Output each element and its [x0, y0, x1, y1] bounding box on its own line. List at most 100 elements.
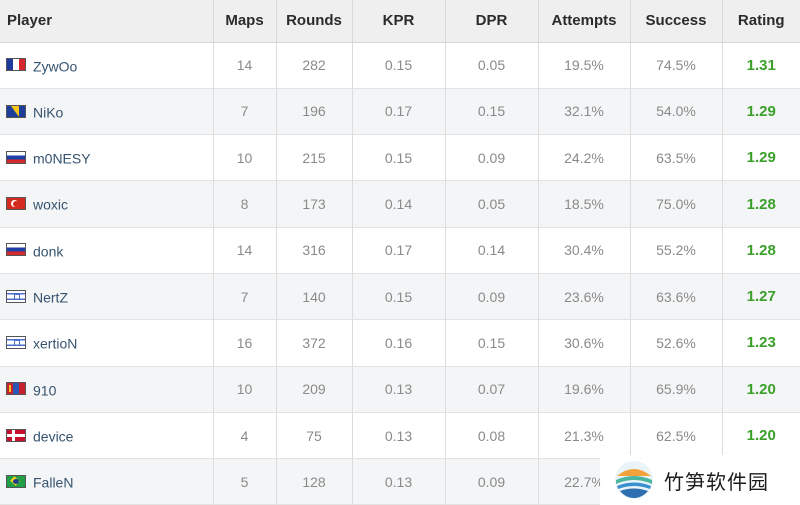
column-header-kpr[interactable]: KPR	[352, 0, 446, 43]
player-cell[interactable]: device	[0, 412, 214, 460]
player-name-link[interactable]: ZywOo	[33, 57, 78, 74]
rating-cell: 1.20	[722, 366, 800, 413]
attempts-cell: 18.5%	[538, 180, 631, 228]
rounds-cell: 196	[276, 88, 353, 136]
dpr-cell: 0.07	[445, 366, 539, 413]
player-cell[interactable]: NertZ	[0, 273, 214, 321]
flag-ru-icon	[6, 150, 26, 164]
table-row: device 4 75 0.13 0.08 21.3% 62.5% 1.20	[0, 412, 800, 460]
rating-cell: 1.31	[722, 42, 800, 89]
table-row: NertZ 7 140 0.15 0.09 23.6% 63.6% 1.27	[0, 273, 800, 321]
dpr-cell: 0.05	[445, 42, 539, 89]
player-name-link[interactable]: m0NESY	[33, 150, 91, 167]
maps-cell: 4	[213, 412, 277, 460]
kpr-cell: 0.13	[352, 412, 446, 460]
kpr-cell: 0.14	[352, 180, 446, 228]
flag-ru-icon	[6, 243, 26, 257]
success-cell: 55.2%	[630, 227, 723, 274]
attempts-cell: 30.6%	[538, 319, 631, 367]
player-cell[interactable]: ZywOo	[0, 42, 214, 89]
maps-cell: 7	[213, 88, 277, 136]
rounds-cell: 215	[276, 134, 353, 182]
column-header-success[interactable]: Success	[630, 0, 723, 43]
flag-tr-icon	[6, 197, 26, 211]
column-header-dpr[interactable]: DPR	[445, 0, 539, 43]
player-cell[interactable]: 910	[0, 366, 214, 413]
player-name-link[interactable]: FalleN	[33, 474, 74, 491]
rating-cell: 1.28	[722, 227, 800, 274]
table-row: ZywOo 14 282 0.15 0.05 19.5% 74.5% 1.31	[0, 42, 800, 89]
attempts-cell: 21.3%	[538, 412, 631, 460]
kpr-cell: 0.17	[352, 88, 446, 136]
success-cell: 65.9%	[630, 366, 723, 413]
table-row: donk 14 316 0.17 0.14 30.4% 55.2% 1.28	[0, 227, 800, 274]
kpr-cell: 0.16	[352, 319, 446, 367]
watermark-logo-icon	[615, 461, 653, 499]
player-name-link[interactable]: donk	[33, 242, 64, 259]
dpr-cell: 0.15	[445, 88, 539, 136]
rounds-cell: 140	[276, 273, 353, 321]
player-name-link[interactable]: xertioN	[33, 335, 78, 352]
maps-cell: 14	[213, 227, 277, 274]
attempts-cell: 19.6%	[538, 366, 631, 413]
rating-cell: 1.29	[722, 88, 800, 136]
table-row: woxic 8 173 0.14 0.05 18.5% 75.0% 1.28	[0, 180, 800, 228]
dpr-cell: 0.09	[445, 458, 539, 505]
rating-cell: 1.28	[722, 180, 800, 228]
kpr-cell: 0.17	[352, 227, 446, 274]
player-cell[interactable]: FalleN	[0, 458, 214, 505]
attempts-cell: 30.4%	[538, 227, 631, 274]
flag-il-icon	[6, 336, 26, 350]
attempts-cell: 32.1%	[538, 88, 631, 136]
maps-cell: 16	[213, 319, 277, 367]
rating-cell: 1.23	[722, 319, 800, 367]
flag-br-icon	[6, 474, 26, 488]
flag-il-icon	[6, 289, 26, 303]
kpr-cell: 0.15	[352, 134, 446, 182]
player-cell[interactable]: woxic	[0, 180, 214, 228]
player-cell[interactable]: xertioN	[0, 319, 214, 367]
table-row: NiKo 7 196 0.17 0.15 32.1% 54.0% 1.29	[0, 88, 800, 136]
player-name-link[interactable]: NiKo	[33, 104, 64, 121]
column-header-player[interactable]: Player	[0, 0, 214, 43]
flag-fr-icon	[6, 58, 26, 72]
watermark: 竹笋软件园	[600, 455, 800, 505]
column-header-rounds[interactable]: Rounds	[276, 0, 353, 43]
dpr-cell: 0.09	[445, 273, 539, 321]
player-cell[interactable]: m0NESY	[0, 134, 214, 182]
rounds-cell: 173	[276, 180, 353, 228]
table-row: m0NESY 10 215 0.15 0.09 24.2% 63.5% 1.29	[0, 134, 800, 182]
rating-cell: 1.20	[722, 412, 800, 460]
watermark-text: 竹笋软件园	[664, 471, 769, 494]
success-cell: 62.5%	[630, 412, 723, 460]
rounds-cell: 209	[276, 366, 353, 413]
kpr-cell: 0.15	[352, 42, 446, 89]
dpr-cell: 0.08	[445, 412, 539, 460]
player-name-link[interactable]: device	[33, 428, 74, 445]
kpr-cell: 0.13	[352, 458, 446, 505]
player-name-link[interactable]: woxic	[33, 196, 69, 213]
maps-cell: 10	[213, 366, 277, 413]
dpr-cell: 0.05	[445, 180, 539, 228]
rounds-cell: 128	[276, 458, 353, 505]
column-header-maps[interactable]: Maps	[213, 0, 277, 43]
rounds-cell: 316	[276, 227, 353, 274]
column-header-attempts[interactable]: Attempts	[538, 0, 631, 43]
dpr-cell: 0.14	[445, 227, 539, 274]
maps-cell: 10	[213, 134, 277, 182]
column-header-rating[interactable]: Rating	[722, 0, 800, 43]
success-cell: 63.6%	[630, 273, 723, 321]
maps-cell: 8	[213, 180, 277, 228]
player-cell[interactable]: donk	[0, 227, 214, 274]
player-name-link[interactable]: 910	[33, 381, 57, 398]
success-cell: 52.6%	[630, 319, 723, 367]
player-cell[interactable]: NiKo	[0, 88, 214, 136]
player-name-link[interactable]: NertZ	[33, 289, 68, 306]
maps-cell: 7	[213, 273, 277, 321]
flag-dk-icon	[6, 428, 26, 442]
success-cell: 63.5%	[630, 134, 723, 182]
rating-cell: 1.27	[722, 273, 800, 321]
success-cell: 54.0%	[630, 88, 723, 136]
rating-cell: 1.29	[722, 134, 800, 182]
